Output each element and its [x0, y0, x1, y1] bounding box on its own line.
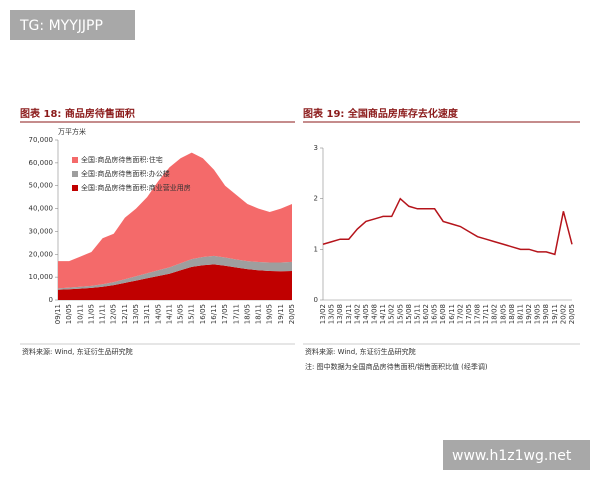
x-tick-label: 11/11 [99, 304, 107, 324]
note: 注: 图中数据为全国商品房待售面积/销售面积比值 (经季调) [305, 362, 488, 371]
x-tick-label: 14/05 [154, 304, 162, 324]
x-tick-label: 13/05 [132, 304, 140, 324]
source: 资料来源: Wind, 东证衍生品研究院 [22, 347, 133, 356]
chart-title: 图表 18: 商品房待售面积 [20, 107, 135, 120]
chart-title: 图表 19: 全国商品房库存去化速度 [303, 107, 459, 120]
x-tick-label: 17/11 [482, 304, 490, 324]
x-tick-label: 18/11 [255, 304, 263, 324]
area [58, 255, 292, 290]
y-tick-label: 20,000 [29, 250, 54, 258]
legend-label: 全国:商品房待售面积:商业营业用房 [81, 183, 191, 192]
site: www.h1z1wg.net [452, 448, 572, 464]
x-tick-label: 16/02 [422, 304, 430, 324]
y-tick-label: 50,000 [29, 182, 54, 190]
y-tick-label: 70,000 [29, 136, 54, 144]
x-tick-label: 10/11 [76, 304, 84, 324]
x-tick-label: 18/02 [491, 304, 499, 324]
legend-swatch [72, 171, 78, 177]
y-tick-label: 2 [314, 195, 318, 203]
x-tick-label: 16/08 [439, 304, 447, 324]
x-tick-label: 14/11 [165, 304, 173, 324]
x-tick-label: 17/05 [221, 304, 229, 324]
x-tick-label: 14/11 [379, 304, 387, 324]
x-tick-label: 14/05 [362, 304, 370, 324]
x-tick-label: 15/08 [405, 304, 413, 324]
site-box [443, 440, 590, 470]
x-tick-label: 19/05 [266, 304, 274, 324]
x-tick-label: 17/02 [456, 304, 464, 324]
x-tick-label: 15/05 [177, 304, 185, 324]
x-tick-label: 17/05 [465, 304, 473, 324]
area [58, 264, 292, 300]
y-axis-unit: 万平方米 [58, 127, 86, 136]
x-tick-label: 16/05 [199, 304, 207, 324]
legend-swatch [72, 157, 78, 163]
x-tick-label: 15/05 [396, 304, 404, 324]
watermark-box [10, 10, 135, 40]
x-tick-label: 14/02 [353, 304, 361, 324]
x-tick-label: 19/08 [542, 304, 550, 324]
source: 资料来源: Wind, 东证衍生品研究院 [305, 347, 416, 356]
x-tick-label: 18/11 [516, 304, 524, 324]
x-tick-label: 18/08 [508, 304, 516, 324]
x-tick-label: 16/11 [210, 304, 218, 324]
x-tick-label: 18/05 [243, 304, 251, 324]
x-tick-label: 18/05 [499, 304, 507, 324]
x-tick-label: 13/08 [336, 304, 344, 324]
x-tick-label: 16/11 [448, 304, 456, 324]
x-tick-label: 16/05 [431, 304, 439, 324]
x-tick-label: 11/05 [87, 304, 95, 324]
x-tick-label: 12/11 [121, 304, 129, 324]
x-tick-label: 14/08 [371, 304, 379, 324]
line [322, 197, 573, 256]
y-tick-label: 0 [49, 296, 53, 304]
x-tick-label: 17/11 [232, 304, 240, 324]
x-tick-label: 15/02 [388, 304, 396, 324]
x-tick-label: 19/11 [277, 304, 285, 324]
x-tick-label: 09/11 [54, 304, 62, 324]
x-tick-label: 13/05 [328, 304, 336, 324]
x-tick-label: 10/05 [65, 304, 73, 324]
x-tick-label: 13/11 [345, 304, 353, 324]
x-tick-label: 20/05 [288, 304, 296, 324]
y-tick-label: 0 [314, 296, 318, 304]
legend-label: 全国:商品房待售面积:住宅 [81, 155, 163, 164]
y-tick-label: 30,000 [29, 227, 54, 235]
x-tick-label: 13/02 [319, 304, 327, 324]
y-tick-label: 1 [314, 245, 318, 253]
x-tick-label: 19/05 [534, 304, 542, 324]
x-tick-label: 15/11 [188, 304, 196, 324]
x-tick-label: 19/02 [525, 304, 533, 324]
x-tick-label: 20/05 [568, 304, 576, 324]
x-tick-label: 12/05 [110, 304, 118, 324]
x-tick-label: 20/02 [559, 304, 567, 324]
area [58, 152, 292, 289]
x-tick-label: 17/08 [474, 304, 482, 324]
watermark: TG: MYYJJPP [19, 18, 103, 34]
y-tick-label: 60,000 [29, 159, 54, 167]
y-tick-label: 3 [314, 144, 318, 152]
legend-swatch [72, 185, 78, 191]
x-tick-label: 13/11 [143, 304, 151, 324]
x-tick-label: 19/11 [551, 304, 559, 324]
x-tick-label: 15/11 [413, 304, 421, 324]
y-tick-label: 10,000 [29, 273, 54, 281]
y-tick-label: 40,000 [29, 205, 54, 213]
legend-label: 全国:商品房待售面积:办公楼 [81, 169, 170, 178]
